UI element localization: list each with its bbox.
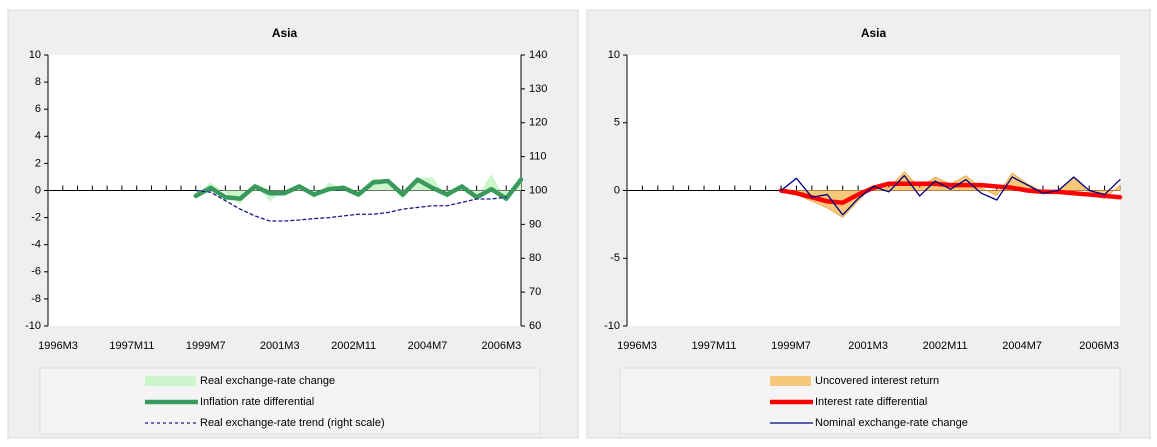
x-tick-label: 2001M3: [260, 340, 300, 352]
series-line: [778, 181, 1123, 205]
y-tick-label: 8: [35, 76, 41, 88]
y-tick-label: -2: [31, 212, 41, 224]
y-tick-label: 0: [35, 184, 41, 196]
y-tick-label: 10: [29, 49, 41, 61]
legend-swatch: [770, 376, 811, 386]
y-tick-label: -10: [604, 320, 620, 332]
legend-label: Real exchange-rate trend (right scale): [200, 417, 385, 429]
x-tick-label: 2002M11: [923, 340, 968, 352]
y-tick-label: -6: [31, 266, 41, 278]
series-line: [780, 174, 1121, 216]
x-tick-label: 1999M7: [771, 340, 811, 352]
series-line: [195, 189, 507, 222]
legend-label: Nominal exchange-rate change: [815, 417, 968, 429]
y-tick-label: -8: [31, 293, 41, 305]
legend-swatch: [145, 376, 196, 386]
y2-tick-label: 130: [529, 83, 547, 95]
legend-label: Uncovered interest return: [815, 375, 939, 387]
x-tick-label: 1999M7: [186, 340, 226, 352]
x-tick-label: 2006M3: [482, 340, 522, 352]
x-tick-label: 2004M7: [408, 340, 448, 352]
chart-title: Asia: [272, 26, 298, 40]
y-tick-label: -10: [25, 320, 41, 332]
y2-tick-label: 70: [529, 286, 541, 298]
y2-tick-label: 110: [529, 151, 547, 163]
y-tick-label: -4: [31, 239, 41, 251]
y2-tick-label: 90: [529, 218, 541, 230]
y-tick-label: 2: [35, 157, 41, 169]
series-line: [193, 177, 524, 201]
y2-tick-label: 100: [529, 184, 547, 196]
y2-tick-label: 60: [529, 320, 541, 332]
y-tick-label: 0: [614, 184, 620, 196]
x-tick-label: 2004M7: [1002, 340, 1042, 352]
legend-label: Real exchange-rate change: [200, 375, 335, 387]
x-tick-label: 2001M3: [848, 340, 888, 352]
y2-tick-label: 80: [529, 252, 541, 264]
y2-tick-label: 140: [529, 49, 547, 61]
x-tick-label: 2006M3: [1079, 340, 1119, 352]
x-tick-label: 1996M3: [617, 340, 657, 352]
legend-label: Interest rate differential: [815, 396, 927, 408]
y2-tick-label: 120: [529, 117, 547, 129]
x-tick-label: 1997M11: [109, 340, 154, 352]
legend: [39, 367, 541, 435]
y-tick-label: 10: [608, 49, 620, 61]
x-tick-label: 1996M3: [38, 340, 78, 352]
legend-label: Inflation rate differential: [200, 396, 314, 408]
y-tick-label: 6: [35, 103, 41, 115]
x-tick-label: 2002M11: [331, 340, 376, 352]
chart-title: Asia: [861, 26, 887, 40]
y-tick-label: -5: [610, 252, 620, 264]
legend: [619, 367, 1121, 435]
y-tick-label: 4: [35, 130, 41, 142]
y-tick-label: 5: [614, 117, 620, 129]
x-tick-label: 1997M11: [692, 340, 737, 352]
